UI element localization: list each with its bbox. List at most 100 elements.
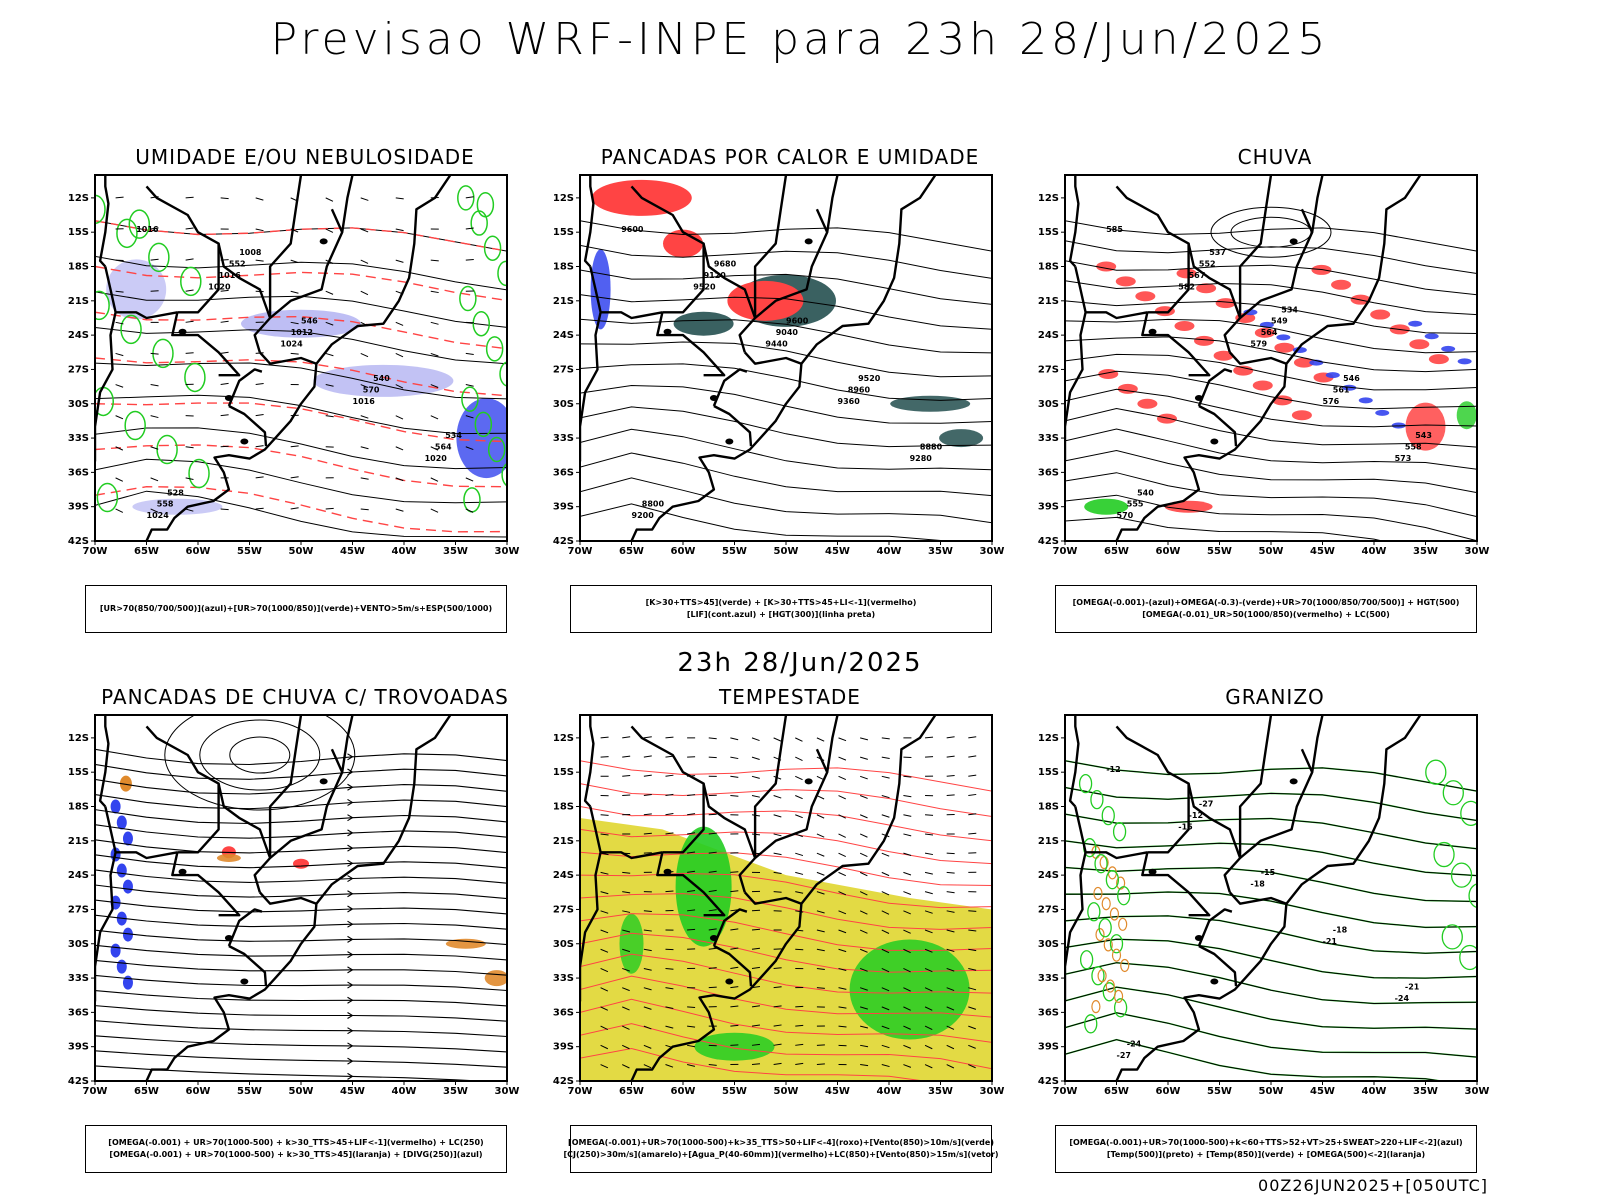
- temp-contour: [1442, 780, 1464, 806]
- wind-vector: [903, 1064, 912, 1068]
- wind-vector: [150, 477, 159, 482]
- temp-contour: [1459, 944, 1477, 971]
- lat-label: 36S: [553, 1007, 574, 1018]
- contour-line: [580, 953, 992, 994]
- country-border: [1311, 175, 1324, 233]
- wind-vector: [185, 477, 194, 480]
- lon-label: 50W: [1259, 1086, 1284, 1097]
- panel-pancadas-calor: PANCADAS POR CALOR E UMIDADE 9600 9520 944…: [550, 145, 1030, 645]
- wind-area: [694, 1032, 775, 1061]
- lat-label: 21S: [68, 296, 89, 307]
- moisture-contour: [120, 314, 142, 345]
- wind-vector: [773, 1005, 782, 1008]
- wind-vector: [881, 756, 890, 759]
- contour-line: [580, 452, 992, 497]
- wind-vector: [325, 290, 334, 295]
- wind-vector: [751, 756, 760, 760]
- lat-label: 33S: [1038, 433, 1059, 444]
- wind-vector: [708, 813, 717, 816]
- panel-legend: [UR>70(850/700/500)](azul)+[UR>70(1000/8…: [85, 585, 507, 633]
- wind-vector: [622, 1025, 630, 1030]
- moisture-contour: [463, 487, 481, 513]
- wind-vector: [816, 833, 825, 838]
- lat-label: 18S: [68, 802, 89, 813]
- legend-line: [OMEGA(-0.001)+UR>70(1000-500)+k>35_TTS>…: [568, 1138, 994, 1147]
- wind-vector: [708, 986, 717, 989]
- panel-legend: [OMEGA(-0.001) + UR>70(1000-500) + k>30_…: [85, 1125, 507, 1173]
- lat-label: 12S: [1038, 733, 1059, 744]
- lon-label: 30W: [980, 1086, 1005, 1097]
- wind-vector: [730, 1005, 739, 1008]
- contour-label: 552: [229, 260, 246, 269]
- contour-label: -24: [1395, 994, 1410, 1003]
- lif-contour-area: [590, 249, 611, 330]
- contour-line: [95, 402, 507, 443]
- wind-vector: [881, 929, 890, 934]
- wind-vector: [859, 814, 868, 819]
- wind-vector: [360, 197, 369, 201]
- lat-label: 33S: [68, 973, 89, 984]
- rain-area: [1194, 335, 1215, 346]
- wind-vector: [925, 814, 934, 816]
- wind-vector: [665, 1006, 674, 1010]
- moisture-contour: [501, 462, 507, 487]
- wind-vector: [220, 197, 229, 200]
- wind-vector: [881, 814, 890, 818]
- contour-line: [95, 362, 507, 400]
- wind-vector: [708, 909, 717, 912]
- wind-vector: [795, 1005, 804, 1008]
- thunderstorm-area: [216, 853, 241, 862]
- wind-vector: [360, 228, 369, 233]
- map-chuva: 585 582 579 576 573 570 567 564 561 558 555 552 549 5…: [1038, 174, 1489, 557]
- wind-vector: [220, 382, 229, 386]
- streamline: [95, 809, 507, 825]
- contour-label: 1016: [219, 271, 242, 280]
- wind-vector: [430, 290, 439, 294]
- wind-vector: [730, 756, 739, 760]
- contour-line: [1065, 938, 1477, 979]
- contour-label: 564: [435, 443, 452, 452]
- wind-vector: [643, 755, 652, 758]
- country-border: [1187, 783, 1242, 893]
- streamline-arrow: [347, 1072, 354, 1080]
- wind-vector: [430, 259, 439, 262]
- contour-label: 9040: [776, 328, 799, 337]
- wind-vector: [360, 446, 369, 450]
- lake: [178, 328, 187, 335]
- thunderstorm-area: [445, 938, 486, 949]
- wind-vector: [730, 775, 739, 778]
- omega-contour: [1097, 969, 1107, 983]
- country-border: [228, 944, 268, 987]
- moisture-contour: [95, 194, 106, 225]
- wind-vector: [687, 890, 696, 893]
- streamline-arrow: [347, 1012, 354, 1019]
- moisture-contour: [461, 386, 479, 412]
- wind-vector: [816, 737, 825, 742]
- panel-legend: [OMEGA(-0.001)+UR>70(1000-500)+k<60+TTS>…: [1055, 1125, 1477, 1173]
- rain-area: [1215, 298, 1236, 309]
- lon-label: 45W: [1310, 1086, 1335, 1097]
- wind-vector: [730, 737, 739, 741]
- rain-area: [1213, 350, 1234, 361]
- wind-vector: [816, 967, 825, 971]
- contour-line: [580, 806, 992, 842]
- rain-area: [1084, 498, 1129, 515]
- forecast-time-subtitle: 23h 28/Jun/2025: [677, 648, 923, 678]
- wind-vector: [881, 852, 890, 857]
- omega-contour: [1116, 876, 1126, 890]
- divergence-area: [116, 863, 127, 878]
- wind-vector: [665, 813, 674, 816]
- country-border: [713, 404, 753, 447]
- country-border: [630, 715, 937, 1081]
- wind-vector: [773, 967, 782, 969]
- green-contour: [110, 199, 122, 219]
- lon-label: 30W: [980, 546, 1005, 557]
- contour-label: 9600: [786, 317, 809, 326]
- contour-line: [580, 244, 992, 279]
- panel-title: TEMPESTADE: [719, 685, 861, 709]
- panel-title: GRANIZO: [1225, 685, 1325, 709]
- wind-vector: [859, 891, 868, 896]
- wind-vector: [465, 415, 474, 419]
- contour-line: [1065, 428, 1477, 470]
- wind-vector: [903, 1044, 911, 1049]
